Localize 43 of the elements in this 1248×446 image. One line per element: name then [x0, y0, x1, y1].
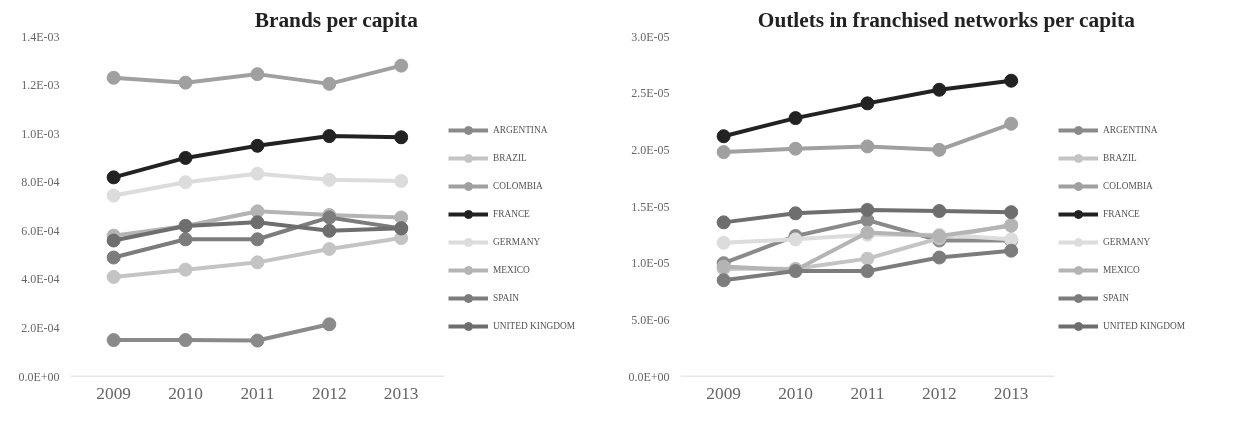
- chart-title: Brands per capita: [254, 7, 419, 32]
- x-tick-label: 2010: [778, 383, 813, 403]
- legend-label: SPAIN: [1103, 293, 1130, 303]
- x-tick-label: 2009: [706, 383, 741, 403]
- y-tick-label: 1.5E-05: [631, 199, 670, 214]
- legend-label: BRAZIL: [1103, 153, 1137, 163]
- y-tick-label: 1.0E-03: [21, 126, 60, 141]
- legend-label: MEXICO: [1103, 265, 1140, 275]
- y-tick-label: 2.5E-05: [631, 86, 670, 101]
- x-tick-label: 2011: [240, 383, 275, 403]
- y-tick-label: 8.0E-04: [21, 175, 60, 190]
- legend-label: GERMANY: [493, 237, 541, 247]
- legend-label: UNITED KINGDOM: [1103, 321, 1186, 331]
- legend-label: ARGENTINA: [493, 125, 548, 135]
- x-tick-label: 2013: [383, 383, 419, 403]
- y-tick-label: 0.0E+00: [18, 369, 60, 384]
- y-tick-label: 1.2E-03: [21, 78, 60, 93]
- legend-label: ARGENTINA: [1103, 125, 1158, 135]
- y-tick-label: 2.0E-04: [21, 320, 60, 335]
- y-tick-label: 5.0E-06: [631, 312, 670, 327]
- legend-label: FRANCE: [1103, 209, 1140, 219]
- x-tick-label: 2011: [850, 383, 885, 403]
- x-tick-label: 2010: [168, 383, 203, 403]
- legend-label: GERMANY: [1103, 237, 1151, 247]
- y-tick-label: 1.4E-03: [21, 29, 60, 44]
- legend-label: COLOMBIA: [493, 181, 543, 191]
- y-tick-label: 3.0E-05: [631, 29, 670, 44]
- y-tick-label: 0.0E+00: [628, 369, 670, 384]
- legend-label: SPAIN: [493, 293, 520, 303]
- legend-label: BRAZIL: [493, 153, 527, 163]
- x-tick-label: 2012: [311, 383, 347, 403]
- chart-title: Outlets in franchised networks per capita: [757, 7, 1136, 32]
- y-tick-label: 2.0E-05: [631, 142, 670, 157]
- legend-label: MEXICO: [493, 265, 530, 275]
- y-tick-label: 6.0E-04: [21, 223, 60, 238]
- legend-label: COLOMBIA: [1103, 181, 1153, 191]
- x-tick-label: 2012: [921, 383, 957, 403]
- y-tick-label: 4.0E-04: [21, 272, 60, 287]
- x-tick-label: 2009: [96, 383, 131, 403]
- legend-label: FRANCE: [493, 209, 530, 219]
- x-tick-label: 2013: [993, 383, 1029, 403]
- y-tick-label: 1.0E-05: [631, 256, 670, 271]
- legend-label: UNITED KINGDOM: [493, 321, 576, 331]
